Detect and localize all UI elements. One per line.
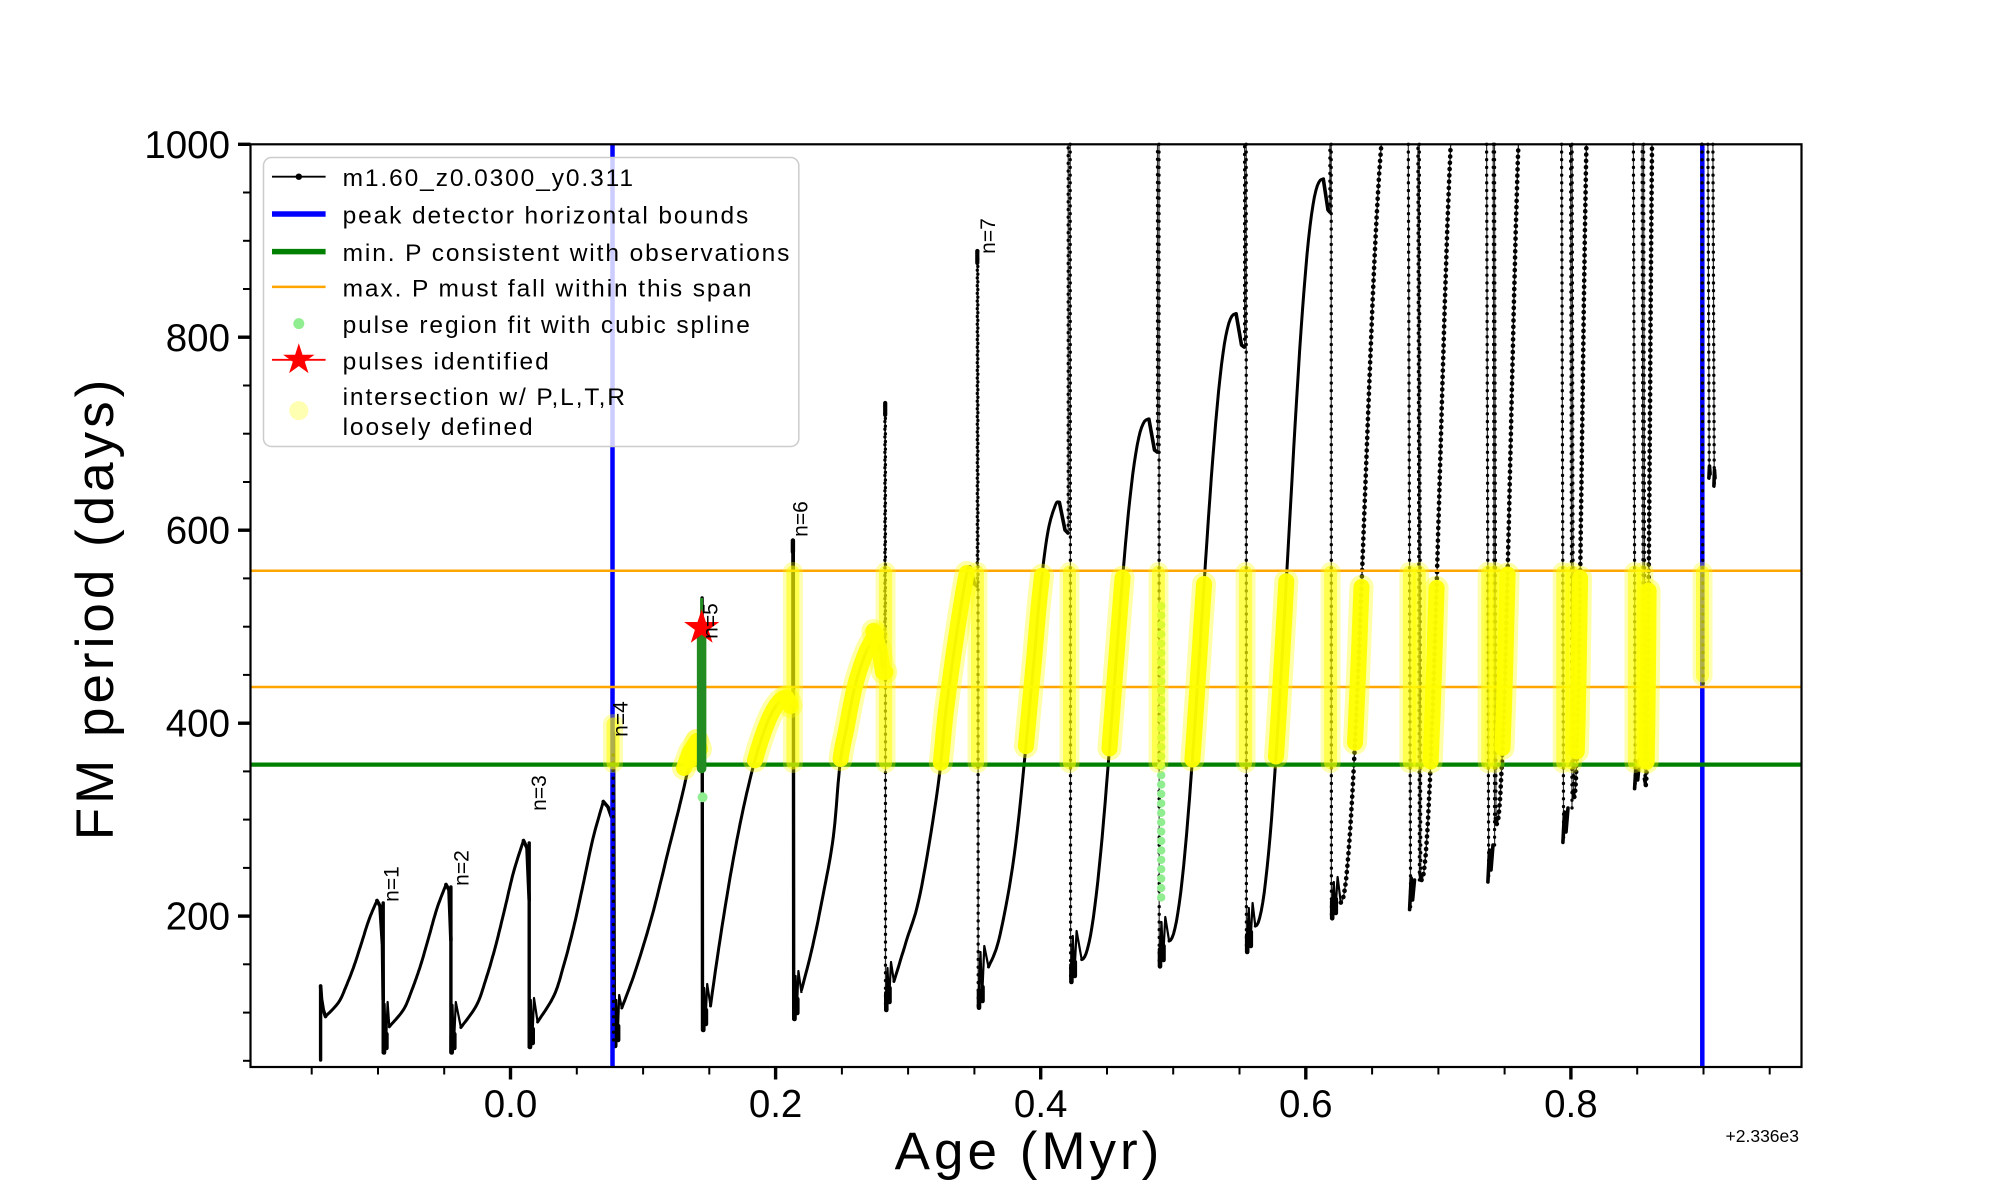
svg-text:n=5: n=5 [700,603,723,639]
svg-text:n=7: n=7 [977,218,1000,254]
svg-text:+2.336e3: +2.336e3 [1726,1126,1799,1146]
svg-text:0.0: 0.0 [484,1083,538,1126]
svg-text:600: 600 [166,510,230,553]
svg-text:n=4: n=4 [610,701,633,737]
svg-text:n=6: n=6 [790,501,813,537]
svg-text:200: 200 [166,896,230,939]
svg-text:400: 400 [166,703,230,746]
svg-text:Age (Myr): Age (Myr) [895,1122,1164,1181]
svg-text:max. P must fall within this s: max. P must fall within this span [343,275,754,302]
svg-text:0.2: 0.2 [749,1083,803,1126]
svg-text:m1.60_z0.0300_y0.311: m1.60_z0.0300_y0.311 [343,165,635,192]
svg-text:1000: 1000 [144,124,230,167]
svg-text:0.6: 0.6 [1279,1083,1333,1126]
svg-text:n=3: n=3 [528,775,551,811]
svg-text:pulses identified: pulses identified [343,348,551,375]
svg-text:pulse region fit with cubic sp: pulse region fit with cubic spline [343,312,752,339]
svg-text:800: 800 [166,317,230,360]
svg-text:intersection w/ P,L,T,R: intersection w/ P,L,T,R [343,384,627,411]
svg-text:0.8: 0.8 [1544,1083,1598,1126]
svg-text:0.4: 0.4 [1014,1083,1068,1126]
svg-text:peak detector horizontal bound: peak detector horizontal bounds [343,203,751,230]
svg-text:min. P consistent with observa: min. P consistent with observations [343,240,792,267]
svg-text:FM period (days): FM period (days) [66,376,125,841]
svg-text:loosely defined: loosely defined [343,414,535,441]
svg-text:n=1: n=1 [381,866,404,902]
svg-text:n=2: n=2 [451,850,474,886]
